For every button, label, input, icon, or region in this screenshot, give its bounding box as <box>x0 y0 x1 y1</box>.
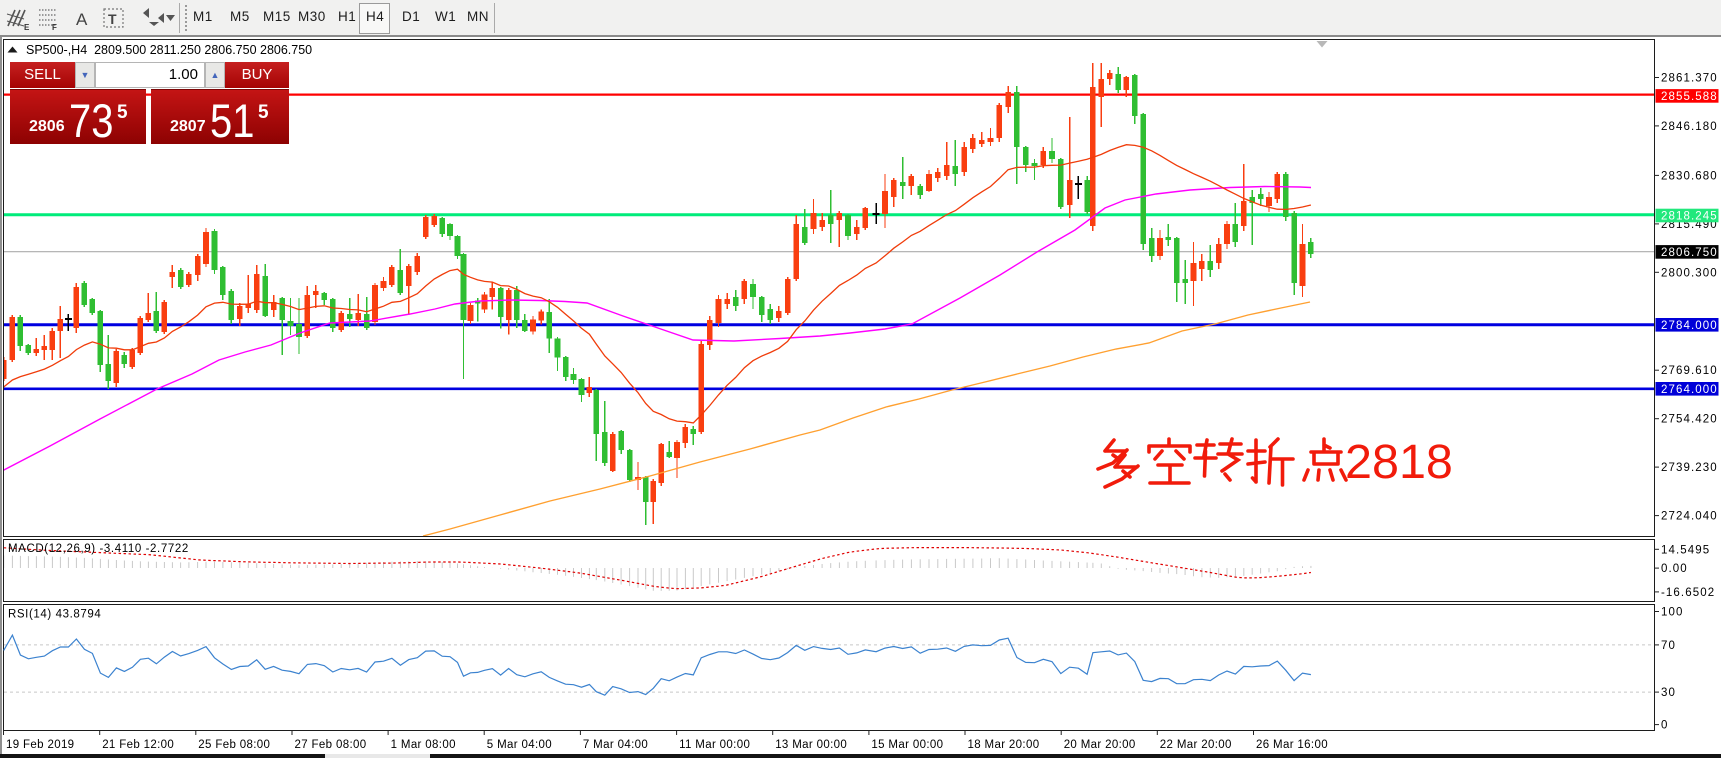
svg-text:MACD(12,26,9) -3.4110 -2.7722: MACD(12,26,9) -3.4110 -2.7722 <box>8 543 189 555</box>
svg-text:2855.588: 2855.588 <box>1661 91 1718 103</box>
svg-text:5 Mar 04:00: 5 Mar 04:00 <box>487 739 552 751</box>
svg-text:A: A <box>76 10 88 29</box>
svg-text:2784.000: 2784.000 <box>1661 320 1718 332</box>
svg-text:26 Mar 16:00: 26 Mar 16:00 <box>1256 739 1328 751</box>
svg-text:F: F <box>52 23 57 32</box>
svg-text:2754.420: 2754.420 <box>1661 414 1718 426</box>
svg-text:-16.6502: -16.6502 <box>1661 587 1715 599</box>
svg-text:30: 30 <box>1661 687 1676 699</box>
svg-text:18 Mar 20:00: 18 Mar 20:00 <box>968 739 1040 751</box>
svg-text:0.00: 0.00 <box>1661 563 1688 575</box>
svg-text:1 Mar 08:00: 1 Mar 08:00 <box>391 739 456 751</box>
svg-text:25 Feb 08:00: 25 Feb 08:00 <box>198 739 270 751</box>
svg-text:2769.610: 2769.610 <box>1661 365 1718 377</box>
svg-text:2818: 2818 <box>1345 435 1453 489</box>
svg-text:2861.370: 2861.370 <box>1661 73 1718 85</box>
svg-text:15 Mar 00:00: 15 Mar 00:00 <box>871 739 943 751</box>
svg-text:22 Mar 20:00: 22 Mar 20:00 <box>1160 739 1232 751</box>
svg-text:2739.230: 2739.230 <box>1661 462 1718 474</box>
svg-text:2846.180: 2846.180 <box>1661 121 1718 133</box>
svg-text:2800.300: 2800.300 <box>1661 267 1718 279</box>
svg-text:70: 70 <box>1661 640 1676 652</box>
svg-text:19 Feb 2019: 19 Feb 2019 <box>6 739 74 751</box>
svg-text:SP500-,H4 2809.500 2811.250 2: SP500-,H4 2809.500 2811.250 2806.750 280… <box>26 43 312 57</box>
svg-text:RSI(14) 43.8794: RSI(14) 43.8794 <box>8 609 101 621</box>
svg-text:2818.245: 2818.245 <box>1661 211 1718 223</box>
svg-text:21 Feb 12:00: 21 Feb 12:00 <box>102 739 174 751</box>
svg-text:0: 0 <box>1661 720 1669 732</box>
svg-text:2830.680: 2830.680 <box>1661 170 1718 182</box>
svg-text:E: E <box>24 23 30 32</box>
svg-text:27 Feb 08:00: 27 Feb 08:00 <box>295 739 367 751</box>
svg-text:14.5495: 14.5495 <box>1661 544 1710 556</box>
svg-text:20 Mar 20:00: 20 Mar 20:00 <box>1064 739 1136 751</box>
svg-text:2724.040: 2724.040 <box>1661 511 1718 523</box>
svg-text:11 Mar 00:00: 11 Mar 00:00 <box>679 739 750 751</box>
svg-text:7 Mar 04:00: 7 Mar 04:00 <box>583 739 648 751</box>
svg-text:2806.750: 2806.750 <box>1661 247 1718 259</box>
svg-text:100: 100 <box>1661 607 1684 619</box>
svg-text:T: T <box>108 11 117 27</box>
svg-text:13 Mar 00:00: 13 Mar 00:00 <box>775 739 847 751</box>
svg-text:2764.000: 2764.000 <box>1661 384 1718 396</box>
